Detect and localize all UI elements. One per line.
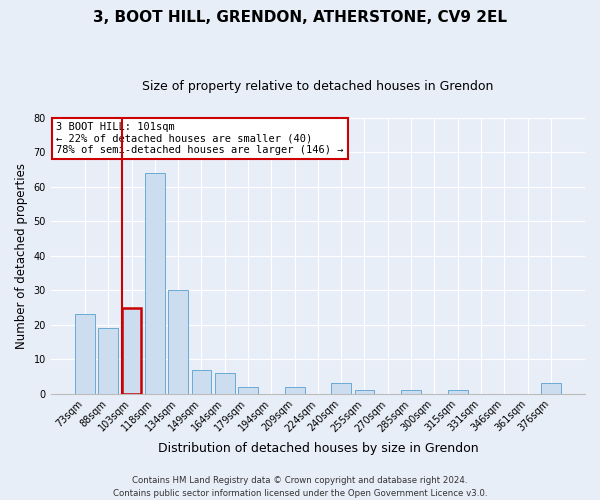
Bar [191,370,211,394]
Bar [285,387,305,394]
Bar [145,173,165,394]
Bar [541,384,561,394]
Bar [75,314,95,394]
Text: 3, BOOT HILL, GRENDON, ATHERSTONE, CV9 2EL: 3, BOOT HILL, GRENDON, ATHERSTONE, CV9 2… [93,10,507,25]
X-axis label: Distribution of detached houses by size in Grendon: Distribution of detached houses by size … [158,442,478,455]
Title: Size of property relative to detached houses in Grendon: Size of property relative to detached ho… [142,80,494,93]
Bar [168,290,188,394]
Bar [331,384,351,394]
Bar [401,390,421,394]
Bar [215,373,235,394]
Bar [98,328,118,394]
Y-axis label: Number of detached properties: Number of detached properties [15,163,28,349]
Bar [448,390,467,394]
Bar [355,390,374,394]
Bar [238,387,258,394]
Text: 3 BOOT HILL: 101sqm
← 22% of detached houses are smaller (40)
78% of semi-detach: 3 BOOT HILL: 101sqm ← 22% of detached ho… [56,122,344,155]
Text: Contains HM Land Registry data © Crown copyright and database right 2024.
Contai: Contains HM Land Registry data © Crown c… [113,476,487,498]
Bar [122,308,142,394]
